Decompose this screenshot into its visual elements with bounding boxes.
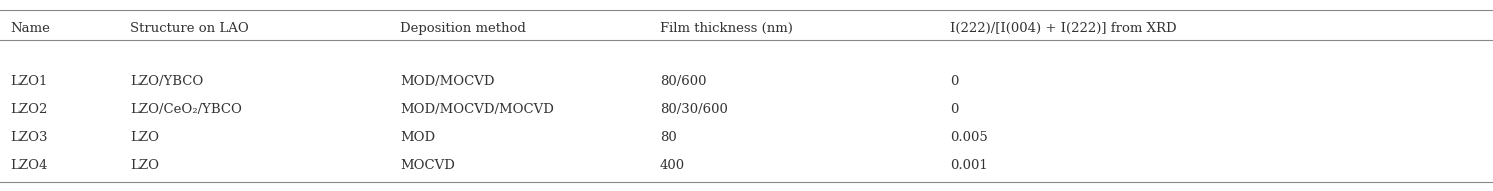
Text: 0.005: 0.005	[950, 131, 988, 144]
Text: MOD: MOD	[400, 131, 434, 144]
Text: LZO3: LZO3	[10, 131, 48, 144]
Text: LZO2: LZO2	[10, 103, 48, 116]
Text: LZO4: LZO4	[10, 159, 48, 172]
Text: 0.001: 0.001	[950, 159, 988, 172]
Text: 80/30/600: 80/30/600	[660, 103, 729, 116]
Text: Name: Name	[10, 22, 49, 35]
Text: 80/600: 80/600	[660, 75, 706, 88]
Text: MOCVD: MOCVD	[400, 159, 455, 172]
Text: 400: 400	[660, 159, 685, 172]
Text: Film thickness (nm): Film thickness (nm)	[660, 22, 793, 35]
Text: 0: 0	[950, 103, 959, 116]
Text: LZO: LZO	[130, 131, 158, 144]
Text: Deposition method: Deposition method	[400, 22, 526, 35]
Text: 0: 0	[950, 75, 959, 88]
Text: MOD/MOCVD: MOD/MOCVD	[400, 75, 494, 88]
Text: LZO1: LZO1	[10, 75, 48, 88]
Text: LZO: LZO	[130, 159, 158, 172]
Text: Structure on LAO: Structure on LAO	[130, 22, 249, 35]
Text: LZO/YBCO: LZO/YBCO	[130, 75, 203, 88]
Text: 80: 80	[660, 131, 676, 144]
Text: I(222)/[I(004) + I(222)] from XRD: I(222)/[I(004) + I(222)] from XRD	[950, 22, 1176, 35]
Text: LZO/CeO₂/YBCO: LZO/CeO₂/YBCO	[130, 103, 242, 116]
Text: MOD/MOCVD/MOCVD: MOD/MOCVD/MOCVD	[400, 103, 554, 116]
